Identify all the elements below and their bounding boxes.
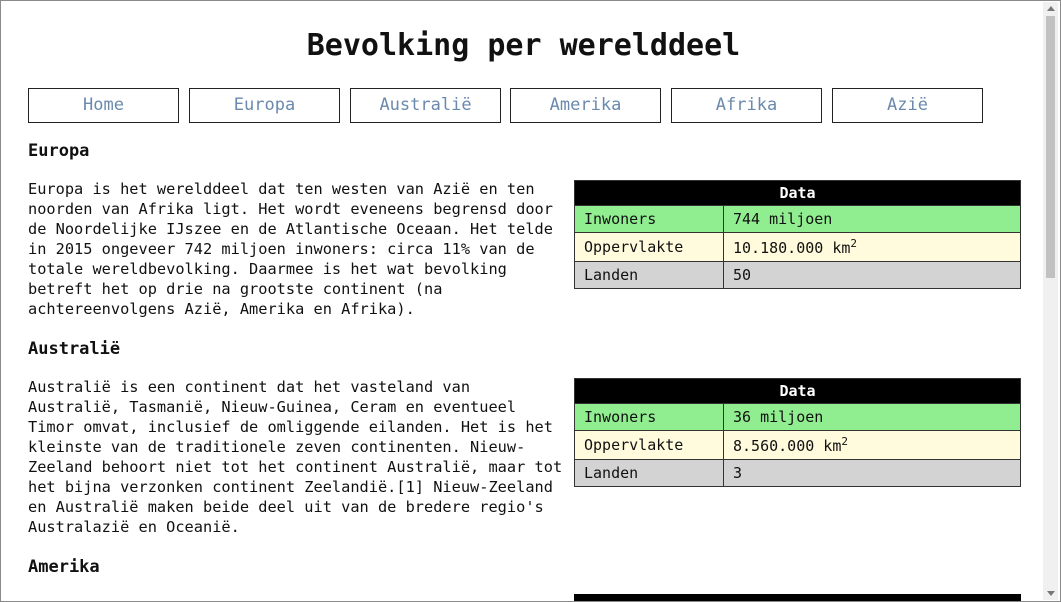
table-header: Data [574,180,1021,206]
paragraph-line: Zeeland behoort niet tot het continent A… [28,458,563,476]
nav-button[interactable]: Azië [832,88,983,123]
nav-button[interactable]: Afrika [671,88,822,123]
scroll-down[interactable] [1047,591,1055,596]
nav-button[interactable]: Australië [350,88,501,123]
table-row: Inwoners 744 miljoen [574,205,1021,233]
paragraph-line: kleinste van de traditionele zeven conti… [28,438,526,456]
row-value: 3 [723,459,1021,487]
paragraph-line: Timor omvat, inclusief de omliggende eil… [28,418,553,436]
page-title: Bevolking per werelddeel [306,28,741,63]
row-label: Oppervlakte [574,232,724,262]
paragraph-line: Australië is een continent dat het vaste… [28,378,471,396]
row-label: Inwoners [574,205,724,233]
scroll-thumb[interactable] [1046,16,1055,278]
paragraph-line: in 2015 ongeveer 742 miljoen inwoners: c… [28,240,535,258]
scroll-up[interactable] [1047,6,1055,11]
paragraph-line: Australië, Tasmanië, Nieuw-Guinea, Ceram… [28,398,517,416]
value-text: 3 [733,464,743,482]
row-label: Landen [574,261,724,289]
value-text: 744 miljoen [733,210,833,228]
paragraph-line: de Noordelijke IJszee en de Atlantische … [28,220,553,238]
scrollbar[interactable] [1043,2,1058,600]
row-label: Inwoners [574,403,724,431]
paragraph-line: Europa is het werelddeel dat ten westen … [28,180,535,198]
superscript: 2 [841,435,848,448]
table-header-row: Data [574,378,1021,404]
row-label: Oppervlakte [574,430,724,460]
section-heading: Europa [28,141,90,161]
table-header: Data [574,378,1021,404]
table-row: Inwoners 36 miljoen [574,403,1021,431]
table-row: Oppervlakte 10.180.000 km2 [574,232,1021,262]
value-text: 36 miljoen [733,408,824,426]
data-table: Data Inwoners 744 miljoen Oppervlakte 10.180… [574,180,1021,289]
table-row: Landen 3 [574,459,1021,487]
section-heading: Amerika [28,557,100,577]
superscript: 2 [850,237,858,250]
nav-button[interactable]: Europa [189,88,340,123]
paragraph-line: en Australië maken beide deel uit van de… [28,498,544,516]
table-header-row: Data [574,180,1021,206]
row-value: 36 miljoen [723,403,1021,431]
row-value: 8.560.000 km2 [723,430,1021,460]
data-table: Data Inwoners 36 miljoen Oppervlakte 8.560.0… [574,378,1021,487]
value-text: 8.560.000 km [733,437,842,455]
partial-table [574,594,1021,601]
paragraph-line: het bijna verzonken continent Zeelandië.… [28,478,553,496]
table-row: Landen 50 [574,261,1021,289]
value-text: 10.180.000 km [733,239,851,257]
paragraph-line: totale wereldbevolking. Daarmee is het w… [28,260,507,278]
section-heading: Australië [28,339,121,359]
paragraph-line: Australazië en Oceanië. [28,518,240,536]
paragraph-line: betreft het op drie na grootste continen… [28,280,443,298]
row-value: 50 [723,261,1021,289]
row-value: 10.180.000 km2 [723,232,1021,262]
row-label: Landen [574,459,724,487]
row-value: 744 miljoen [723,205,1021,233]
table-row: Oppervlakte 8.560.000 km2 [574,430,1021,460]
paragraph-line: noorden van Afrika ligt. Het wordt evene… [28,200,553,218]
nav-button[interactable]: Amerika [510,88,661,123]
nav-button[interactable]: Home [28,88,179,123]
value-text: 50 [733,266,752,284]
paragraph-line: achtereenvolgens Azië, Amerika en Afrika… [28,300,415,318]
